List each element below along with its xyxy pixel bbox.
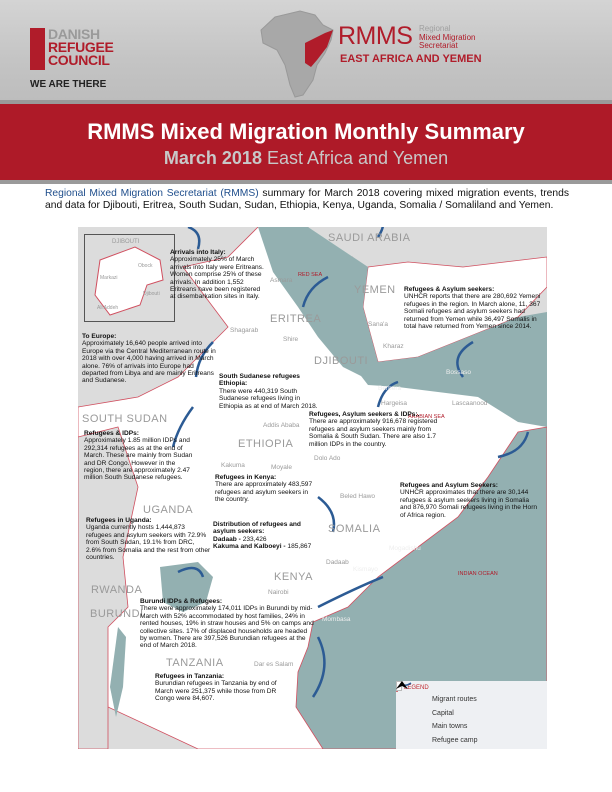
rmms-link[interactable]: Regional Mixed Migration Secretariat (RM…: [45, 188, 259, 199]
town-label: Moyale: [271, 464, 292, 471]
note-somalia: Refugees and Asylum Seekers: UNHCR approx…: [400, 482, 538, 519]
region-map: DJIBOUTI Obock Markazi Djibouti Ali Adde…: [78, 227, 547, 749]
lake-victoria: [160, 562, 213, 612]
note-yemen: Refugees & Asylum seekers: UNHCR reports …: [404, 286, 541, 331]
town-label: Hargeisa: [381, 400, 408, 407]
town-label: Berbera: [378, 385, 402, 392]
note-camp-distribution: Distribution of refugees and asylum seek…: [213, 521, 312, 551]
note-europe: To Europe: Approximately 16,640 people ar…: [82, 333, 216, 385]
drc-line1: DANISH: [48, 26, 100, 42]
town-label: Beled Hawo: [340, 493, 376, 500]
title-band: RMMS Mixed Migration Monthly Summary Mar…: [0, 104, 612, 180]
town-label: Djibouti: [143, 291, 160, 297]
sea-label: RED SEA: [298, 272, 323, 278]
drc-tagline: WE ARE THERE: [30, 79, 107, 90]
sea-label: INDIAN OCEAN: [458, 571, 498, 577]
town-label: Mombasa: [322, 616, 351, 623]
country-label: ERITREA: [270, 313, 322, 325]
saudi-land: [308, 227, 547, 267]
note-kenya: Refugees in Kenya: There are approximatel…: [215, 474, 313, 504]
rmms-line1: Regional: [419, 24, 451, 33]
sea-label: ARABIAN SEA: [408, 414, 445, 420]
town-label: Mogadishu: [389, 545, 421, 552]
note-uganda: Refugees in Uganda: Uganda currently host…: [86, 517, 211, 562]
country-label: BURUNDI: [90, 608, 144, 620]
indian-ocean: [295, 426, 547, 749]
inset-title: DJIBOUTI: [112, 239, 140, 245]
note-south-sudan: Refugees & IDPs: Approximately 1.85 milli…: [84, 430, 193, 482]
divider: [0, 180, 612, 184]
subtitle-region: East Africa and Yemen: [266, 148, 449, 168]
country-label: DJIBOUTI: [314, 355, 369, 367]
town-label: Addis Ababa: [263, 422, 300, 429]
djibouti-inset-map: DJIBOUTI Obock Markazi Djibouti Ali Adde…: [84, 234, 175, 322]
town-label: Kharaz: [383, 343, 404, 350]
town-label: Ali Addeh: [97, 305, 119, 311]
town-label: Obock: [138, 263, 153, 269]
djibouti-shape: [94, 246, 164, 316]
drc-line3: COUNCIL: [48, 52, 110, 68]
town-label: Shire: [283, 336, 299, 343]
town-label: Sana'a: [368, 321, 389, 328]
note-ethiopia: Refugees, Asylum seekers & IDPs:. There a…: [309, 411, 438, 448]
town-label: Dolo Ado: [314, 455, 341, 462]
town-label: Kakuma: [221, 462, 245, 469]
intro-text: summary for March 2018 covering mixed mi…: [45, 188, 569, 211]
subtitle-month: March 2018: [163, 148, 262, 168]
country-label: ETHIOPIA: [238, 438, 294, 450]
rmms-acronym: RMMS: [338, 22, 413, 50]
page-subtitle: March 2018 East Africa and Yemen: [0, 148, 612, 169]
legend-title: LEGEND: [404, 685, 429, 691]
town-label: Nairobi: [268, 589, 289, 596]
divider: [0, 100, 612, 104]
gray-land-west: [78, 426, 139, 749]
migrant-route-arrows: [171, 227, 530, 698]
country-label: UGANDA: [143, 504, 194, 516]
red-sea: [258, 227, 378, 377]
lake-tanganyika: [110, 627, 126, 717]
country-label: KENYA: [274, 571, 313, 583]
legend-item: Main towns: [396, 681, 539, 734]
town-label: Asmara: [270, 277, 293, 284]
town-label: Dar es Salam: [254, 661, 294, 668]
country-label: SAUDI ARABIA: [328, 232, 411, 244]
legend-item: Refugee camp: [396, 681, 539, 748]
gulf-of-aden: [358, 312, 547, 427]
rmms-line2: Mixed Migration: [419, 32, 476, 42]
town-label: Lascaanood: [452, 400, 488, 407]
header-banner: DANISH REFUGEE COUNCIL WE ARE THERE RMMS R…: [0, 0, 612, 100]
map-legend: LEGEND Migrant routes Capital Main towns…: [396, 681, 547, 749]
page-title: RMMS Mixed Migration Monthly Summary: [87, 119, 525, 144]
map-shapes: [78, 227, 547, 749]
note-burundi: Burundi IDPs & Refugees: There were appro…: [140, 598, 314, 650]
rmms-line3: Secretariat: [419, 41, 458, 50]
note-ethiopia-ssd: South Sudanese refugees Ethiopia: There w…: [219, 373, 318, 410]
country-label: TANZANIA: [166, 657, 224, 669]
town-label: Markazi: [100, 275, 118, 281]
country-label: YEMEN: [354, 284, 396, 296]
town-label: Dadaab: [326, 559, 349, 566]
town-label: Kismayo: [353, 566, 378, 573]
note-italy: Arrivals into Italy: Approximately 25% of…: [170, 249, 264, 301]
drc-line2: REFUGEE: [48, 39, 114, 55]
town-label: Bossaso: [446, 369, 471, 376]
country-label: RWANDA: [91, 584, 143, 596]
drc-letters: [30, 28, 45, 70]
town-label: Shagarab: [230, 327, 259, 334]
legend-item: Migrant routes: [396, 681, 539, 707]
note-tanzania: Refugees in Tanzania: Burundian refugees …: [155, 673, 277, 703]
country-label: SOMALIA: [328, 523, 381, 535]
country-label: SOUTH SUDAN: [82, 413, 168, 425]
africa-map-icon: [260, 10, 334, 98]
intro-paragraph: Regional Mixed Migration Secretariat (RM…: [45, 188, 569, 212]
rmms-region: EAST AFRICA AND YEMEN: [340, 53, 482, 65]
legend-item: Capital: [396, 681, 539, 721]
